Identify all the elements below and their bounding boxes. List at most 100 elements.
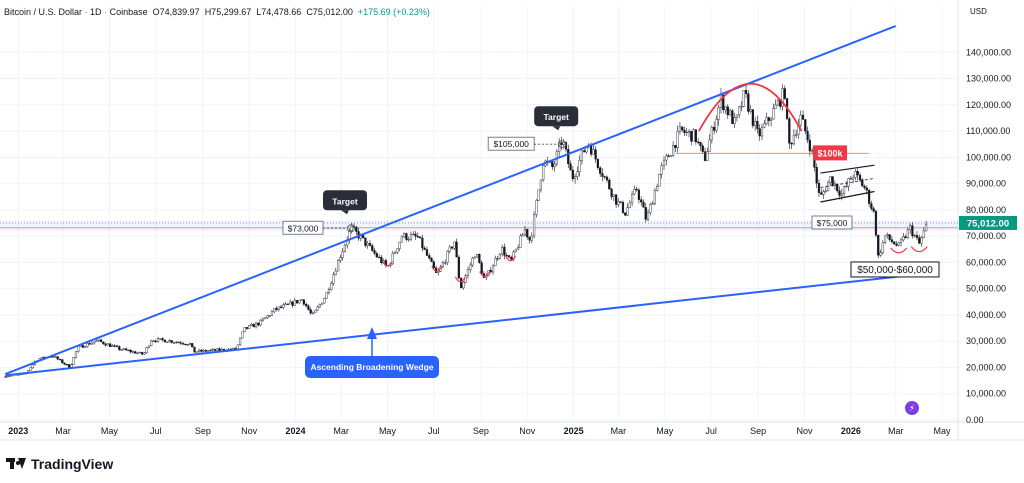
candle-body bbox=[457, 256, 460, 279]
time-axis[interactable]: 2023 Mar May Jul Sep Nov 2024 Mar May Jul Sep Nov 20… bbox=[8, 426, 951, 436]
candle-body bbox=[521, 234, 524, 237]
currency-label[interactable]: USD bbox=[970, 7, 987, 16]
candle-body bbox=[567, 149, 570, 165]
candle-body bbox=[637, 189, 641, 200]
candle-body bbox=[517, 247, 520, 250]
target-callout[interactable] bbox=[322, 190, 367, 211]
target-callout-tail bbox=[552, 126, 561, 131]
candlestick-series bbox=[4, 84, 928, 378]
candle-body bbox=[665, 155, 668, 161]
candle-body bbox=[175, 341, 178, 344]
candle-body bbox=[801, 114, 805, 120]
x-tick-label: Sep bbox=[750, 426, 766, 436]
candle-body bbox=[405, 233, 408, 240]
target-price-label: $105,000 bbox=[493, 139, 529, 149]
top-arc[interactable] bbox=[698, 82, 803, 132]
candle-body bbox=[701, 145, 704, 152]
candle-body bbox=[419, 236, 422, 239]
y-tick-label: 20,000.00 bbox=[966, 362, 1006, 372]
symbol-name[interactable]: Bitcoin / U.S. Dollar bbox=[4, 7, 83, 17]
symbol-interval[interactable]: 1D bbox=[90, 7, 102, 17]
dip-marker bbox=[431, 266, 443, 272]
candle-body bbox=[542, 165, 545, 181]
target-point-marker bbox=[346, 224, 355, 233]
candle-body bbox=[815, 166, 818, 184]
candle-body bbox=[672, 144, 675, 156]
candle-body bbox=[398, 241, 401, 249]
candle-body bbox=[909, 225, 912, 231]
candle-body bbox=[733, 117, 736, 124]
candle-body bbox=[441, 262, 445, 268]
candle-body bbox=[608, 179, 611, 190]
candle-body bbox=[537, 189, 540, 201]
tradingview-brand[interactable]: TradingView bbox=[6, 456, 113, 472]
price-axis[interactable]: 0.00 10,000.00 20,000.00 30,000.00 40,000.00… bbox=[959, 47, 1017, 425]
dip-marker bbox=[381, 260, 393, 267]
candle-body bbox=[302, 299, 305, 305]
level-100k-badge[interactable] bbox=[813, 145, 847, 161]
candle-body bbox=[430, 257, 433, 262]
candle-body bbox=[65, 364, 68, 366]
candle-body bbox=[633, 188, 636, 195]
last-price-tag[interactable] bbox=[959, 215, 1017, 230]
candle-body bbox=[334, 270, 337, 275]
candle-body bbox=[102, 341, 105, 345]
bear-flag-bottom[interactable] bbox=[820, 190, 875, 203]
candle-body bbox=[90, 342, 94, 345]
candle-body bbox=[713, 127, 716, 131]
candle-body bbox=[858, 174, 862, 180]
bear-flag-top[interactable] bbox=[820, 164, 875, 174]
candle-body bbox=[868, 189, 871, 204]
candle-body bbox=[605, 176, 609, 181]
candle-body bbox=[125, 348, 128, 351]
candle-body bbox=[368, 243, 372, 246]
support-target-box[interactable] bbox=[850, 261, 940, 278]
candle-body bbox=[54, 356, 57, 358]
candle-body bbox=[519, 235, 522, 248]
candle-body bbox=[188, 343, 192, 345]
candle-body bbox=[838, 190, 841, 196]
bear-flag-mid[interactable] bbox=[820, 177, 875, 188]
candle-body bbox=[881, 242, 884, 254]
last-price-label: 75,012.00 bbox=[967, 218, 1009, 229]
lightning-icon[interactable]: ⚡ bbox=[905, 401, 919, 415]
candle-body bbox=[147, 345, 151, 348]
candle-body bbox=[710, 127, 713, 141]
candle-body bbox=[200, 349, 203, 352]
candle-body bbox=[414, 233, 417, 237]
target-price-box bbox=[487, 136, 535, 151]
candle-body bbox=[393, 252, 397, 254]
brand-name: TradingView bbox=[31, 456, 114, 472]
candle-body bbox=[391, 253, 394, 264]
candle-body bbox=[742, 90, 745, 107]
candle-body bbox=[207, 350, 210, 352]
candle-body bbox=[897, 242, 900, 246]
candle-body bbox=[744, 90, 748, 94]
candle-body bbox=[792, 135, 796, 145]
x-tick-label: May bbox=[101, 426, 119, 436]
candle-body bbox=[571, 169, 574, 180]
ohlc-low: L74,478.66 bbox=[256, 7, 302, 17]
candle-body bbox=[364, 237, 367, 246]
candle-body bbox=[678, 126, 682, 132]
candle-body bbox=[166, 341, 169, 343]
candle-body bbox=[603, 176, 606, 178]
wedge-label-box[interactable] bbox=[305, 356, 439, 378]
candle-body bbox=[172, 342, 176, 344]
target-callout[interactable] bbox=[534, 106, 579, 127]
candle-body bbox=[783, 88, 786, 99]
candle-body bbox=[788, 118, 791, 144]
candle-body bbox=[667, 155, 670, 157]
candle-body bbox=[526, 229, 529, 238]
wedge-lower-trendline[interactable] bbox=[5, 273, 920, 377]
y-tick-label: 100,000.00 bbox=[966, 152, 1011, 162]
candle-body bbox=[494, 258, 497, 267]
candle-body bbox=[656, 186, 659, 191]
candle-body bbox=[154, 340, 157, 342]
candle-body bbox=[722, 94, 725, 111]
candle-body bbox=[243, 327, 246, 333]
candle-body bbox=[204, 349, 207, 352]
candle-body bbox=[601, 173, 604, 177]
candle-body bbox=[872, 208, 875, 212]
